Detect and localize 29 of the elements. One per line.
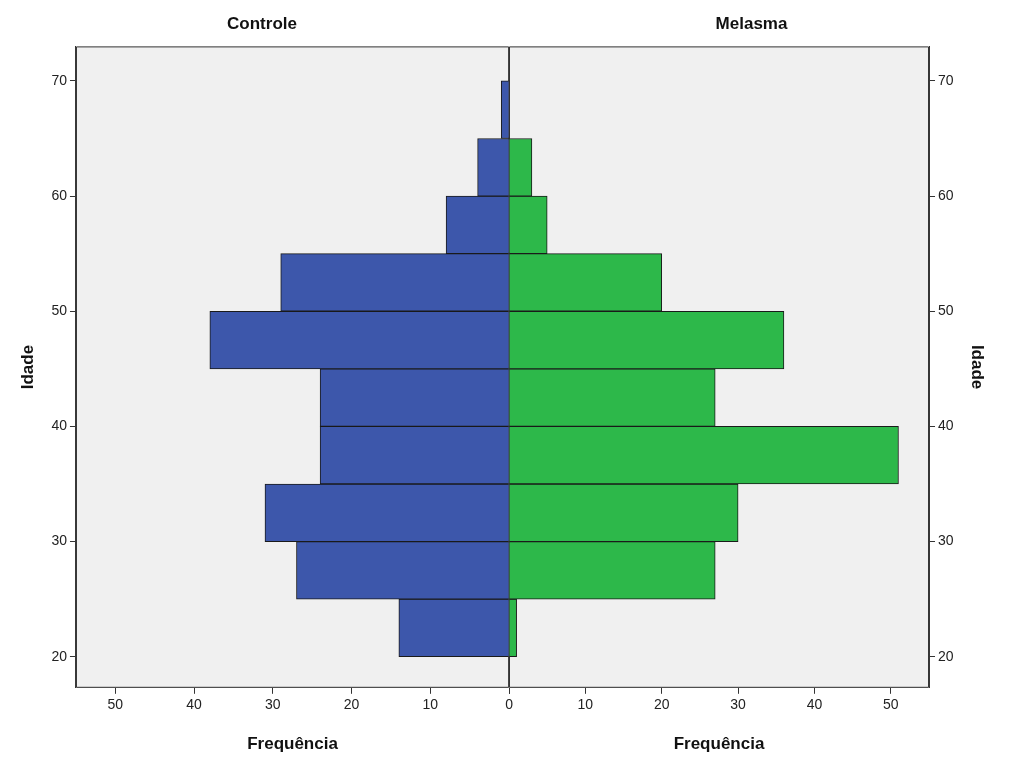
- y-tick-label: 70: [51, 71, 68, 88]
- chart-title: Melasma: [715, 13, 788, 33]
- y-tick-label: 30: [51, 532, 68, 549]
- y-tick-label: 60: [938, 186, 954, 203]
- y-tick-label: 40: [938, 417, 954, 434]
- x-tick-label: 40: [186, 696, 203, 713]
- y-tick-label: 50: [938, 302, 954, 319]
- y-tick-label: 70: [938, 71, 954, 88]
- x-tick-label: 50: [107, 696, 124, 713]
- x-tick-label: 30: [730, 696, 747, 713]
- x-tick-label: 20: [343, 696, 360, 713]
- y-tick-label: 60: [51, 186, 68, 203]
- y-axis-title: Idade: [968, 344, 988, 390]
- x-tick-label: 30: [265, 696, 281, 713]
- x-tick-label: 0: [505, 696, 514, 713]
- x-tick-label: 20: [653, 696, 670, 713]
- y-tick-label: 40: [51, 417, 68, 434]
- x-axis-title: Frequência: [673, 734, 765, 754]
- y-tick-label: 50: [51, 302, 68, 319]
- y-tick-label: 20: [938, 647, 954, 664]
- x-tick-label: 50: [883, 696, 899, 713]
- y-tick-label: 20: [51, 647, 68, 664]
- x-tick-label: 40: [806, 696, 823, 713]
- x-tick-label: 10: [577, 696, 594, 713]
- x-axis-title: Frequência: [247, 734, 339, 754]
- x-tick-label: 10: [422, 696, 439, 713]
- y-axis-title: Idade: [17, 344, 37, 390]
- y-tick-label: 30: [938, 532, 954, 549]
- chart-title: Controle: [227, 13, 297, 33]
